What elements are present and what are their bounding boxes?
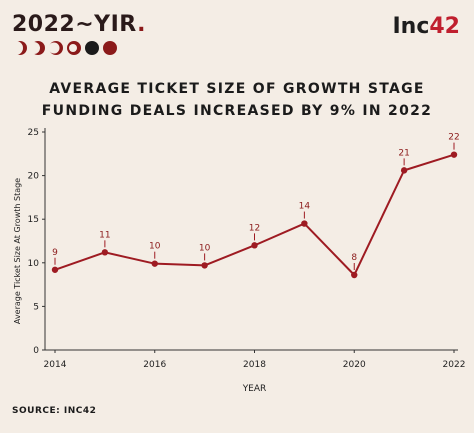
data-point xyxy=(400,167,408,174)
data-label: 22 xyxy=(448,133,459,143)
data-point xyxy=(351,271,358,279)
data-point xyxy=(151,260,158,267)
data-label: 11 xyxy=(99,230,110,240)
y-tick-label: 10 xyxy=(28,259,40,269)
chart-title-line-2: FUNDING DEALS INCREASED BY 9% IN 2022 xyxy=(41,103,433,119)
source-note: SOURCE: INC42 xyxy=(12,406,97,416)
data-label: 9 xyxy=(52,248,58,258)
data-point xyxy=(301,220,308,227)
brand-title: 2022~YIR. xyxy=(12,12,146,37)
x-tick-label: 2020 xyxy=(343,360,366,370)
y-tick-label: 0 xyxy=(33,346,39,356)
moon-phase-icon xyxy=(12,41,117,55)
data-point xyxy=(51,266,59,273)
x-tick-label: 2018 xyxy=(243,360,266,370)
data-label: 14 xyxy=(299,202,311,212)
data-point xyxy=(450,151,458,158)
x-axis-label: YEAR xyxy=(242,384,267,394)
data-point xyxy=(101,249,109,256)
y-tick-label: 15 xyxy=(28,215,39,225)
x-tick-label: 2016 xyxy=(143,360,166,370)
data-label: 21 xyxy=(398,148,409,158)
x-tick-label: 2022 xyxy=(443,360,466,370)
brand-text: 2022~YIR xyxy=(12,12,138,37)
logo-text: Inc xyxy=(392,14,430,39)
y-tick-label: 5 xyxy=(33,302,39,312)
data-label: 8 xyxy=(351,253,357,263)
brand-dot: . xyxy=(137,12,146,37)
chart-title-line-1: AVERAGE TICKET SIZE OF GROWTH STAGE xyxy=(49,81,425,97)
logo-number: 42 xyxy=(429,14,460,39)
data-label: 10 xyxy=(149,242,161,252)
x-tick-label: 2014 xyxy=(44,360,67,370)
chart-title: AVERAGE TICKET SIZE OF GROWTH STAGE FUND… xyxy=(0,78,474,122)
inc42-logo: Inc42 xyxy=(392,14,460,39)
data-label: 10 xyxy=(199,243,211,253)
y-tick-label: 20 xyxy=(28,172,40,182)
data-label: 12 xyxy=(249,223,260,233)
series-line xyxy=(54,153,455,277)
data-point xyxy=(251,242,258,249)
y-tick-label: 25 xyxy=(28,128,39,138)
y-axis-label: Average Ticket Size At Growth Stage xyxy=(13,178,22,324)
data-point xyxy=(201,262,208,269)
